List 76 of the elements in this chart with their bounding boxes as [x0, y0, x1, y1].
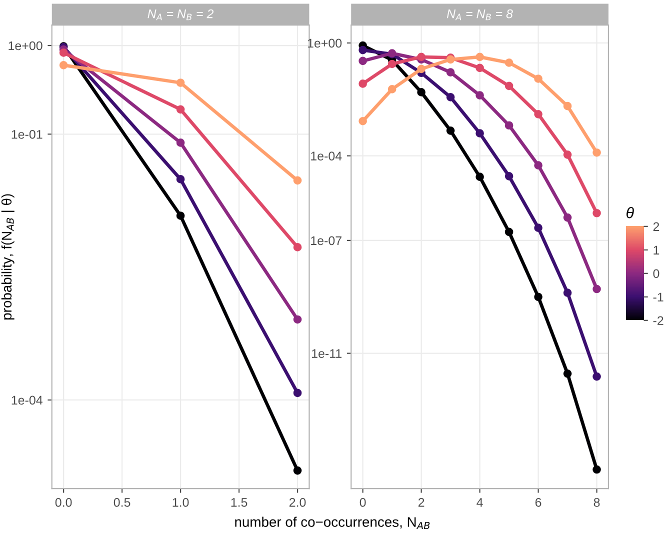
point	[476, 64, 484, 72]
x-tick-label: 4	[476, 498, 483, 507]
point	[176, 212, 185, 220]
point	[592, 465, 601, 474]
point	[563, 369, 572, 378]
point	[592, 372, 601, 381]
point	[476, 129, 484, 138]
point	[476, 172, 484, 181]
y-tick-label: 1e-04	[12, 396, 42, 405]
point	[293, 243, 302, 252]
point	[446, 126, 455, 135]
point	[504, 58, 514, 67]
y-tick-label: 1e-04	[311, 152, 342, 160]
point	[176, 138, 185, 147]
point	[476, 91, 484, 100]
point	[563, 288, 572, 297]
point	[59, 61, 68, 70]
point	[417, 52, 426, 62]
point	[534, 74, 542, 83]
point	[534, 224, 542, 232]
point	[592, 148, 601, 157]
point	[358, 116, 367, 126]
x-axis-title: number of co−occurrences, N$_{AB}$	[235, 516, 430, 530]
point	[358, 56, 367, 66]
point	[563, 102, 572, 110]
point	[358, 80, 367, 88]
x-tick-label: 8	[594, 498, 600, 507]
x-tick-label: 2	[418, 498, 424, 507]
point	[388, 85, 396, 94]
point	[592, 284, 601, 294]
point	[417, 64, 426, 74]
color-bar-label: -1	[653, 292, 664, 302]
point	[446, 92, 455, 102]
chart-title: N$_{A}$ = N$_{B}$ = 8	[446, 9, 513, 20]
x-tick-label: 1.0	[172, 498, 189, 507]
y-tick-label: 1e+00	[308, 38, 342, 48]
color-bar-title: θ	[626, 207, 634, 218]
point	[592, 208, 601, 218]
point	[504, 121, 514, 130]
y-axis-title: probability, f(N$_{AB}$ | θ)	[1, 194, 14, 320]
point	[534, 110, 542, 118]
point	[504, 172, 514, 180]
point	[293, 176, 302, 185]
point	[563, 150, 572, 159]
chart-title: N$_{A}$ = N$_{B}$ = 2	[148, 9, 214, 20]
color-bar-label: 0	[653, 269, 660, 278]
point	[476, 52, 484, 62]
point	[358, 46, 367, 54]
point	[176, 78, 185, 87]
x-tick-label: 0.5	[114, 498, 130, 507]
y-tick-label: 1e-01	[12, 130, 42, 139]
point	[534, 161, 542, 170]
point	[293, 315, 302, 324]
point	[563, 213, 572, 222]
point	[534, 292, 542, 302]
point	[293, 466, 302, 475]
y-tick-label: 1e-07	[311, 236, 342, 246]
x-tick-label: 6	[535, 498, 542, 507]
x-tick-label: 2.0	[289, 498, 306, 507]
x-tick-label: 0.0	[55, 498, 72, 507]
x-tick-label: 0	[360, 498, 366, 507]
color-bar-label: -2	[653, 316, 664, 325]
point	[446, 68, 455, 77]
y-tick-label: 1e+00	[8, 41, 42, 50]
point	[59, 48, 68, 57]
point	[504, 228, 514, 236]
color-bar-label: 2	[653, 222, 660, 231]
point	[388, 60, 396, 68]
x-tick-label: 1.5	[231, 498, 248, 507]
point	[176, 105, 185, 114]
point	[176, 175, 185, 184]
y-tick-label: 1e-11	[312, 349, 342, 358]
color-bar-label: 1	[654, 246, 660, 254]
point	[504, 82, 514, 90]
point	[293, 388, 302, 398]
point	[417, 88, 426, 96]
